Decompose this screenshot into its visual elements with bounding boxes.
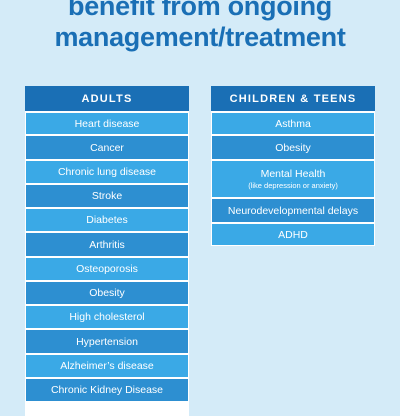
children-row-label: Mental Health: [260, 168, 326, 180]
adults-row-cancer: Cancer: [26, 136, 188, 159]
adults-row-heart-disease: Heart disease: [26, 113, 188, 134]
adults-table: ADULTS Heart disease Cancer Chronic lung…: [25, 86, 189, 416]
adults-row-alzheimers-disease: Alzheimer’s disease: [26, 355, 188, 377]
headline-line-2: management/treatment: [54, 22, 346, 52]
children-row-obesity: Obesity: [212, 136, 374, 159]
children-row-adhd: ADHD: [212, 224, 374, 245]
adults-row-arthritis: Arthritis: [26, 233, 188, 256]
headline-line-1: benefit from ongoing: [68, 0, 332, 21]
children-row-label: Asthma: [275, 117, 311, 130]
adults-row-chronic-lung-disease: Chronic lung disease: [26, 161, 188, 183]
adults-table-heading: ADULTS: [25, 86, 189, 111]
children-row-neurodevelopmental-delays: Neurodevelopmental delays: [212, 199, 374, 222]
headline: benefit from ongoing management/treatmen…: [0, 0, 400, 53]
children-row-note: (like depression or anxiety): [248, 181, 338, 190]
adults-row-stroke: Stroke: [26, 185, 188, 207]
adults-row-osteoporosis: Osteoporosis: [26, 258, 188, 280]
adults-row-high-cholesterol: High cholesterol: [26, 306, 188, 328]
children-row-mental-health: Mental Health (like depression or anxiet…: [212, 161, 374, 197]
adults-row-chronic-kidney-disease: Chronic Kidney Disease: [26, 379, 188, 401]
children-row-asthma: Asthma: [212, 113, 374, 134]
children-row-label: ADHD: [278, 228, 308, 241]
children-row-label: Obesity: [275, 141, 311, 154]
adults-row-hypertension: Hypertension: [26, 330, 188, 353]
children-teens-table-heading: CHILDREN & TEENS: [211, 86, 375, 111]
adults-row-diabetes: Diabetes: [26, 209, 188, 231]
children-row-label: Neurodevelopmental delays: [227, 204, 359, 217]
children-teens-table: CHILDREN & TEENS Asthma Obesity Mental H…: [211, 86, 375, 246]
adults-row-obesity: Obesity: [26, 282, 188, 304]
